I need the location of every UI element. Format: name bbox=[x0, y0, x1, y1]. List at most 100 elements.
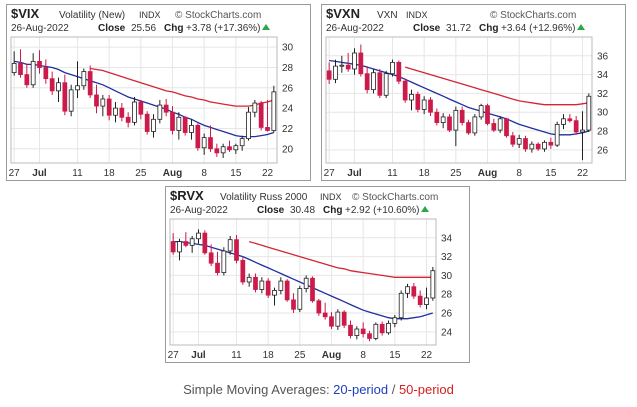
y-tick-label: 34 bbox=[441, 233, 453, 244]
candle-body bbox=[542, 141, 547, 150]
x-tick-label: Aug bbox=[322, 350, 341, 361]
y-tick-label: 28 bbox=[597, 127, 609, 138]
chart-exchange: INDX bbox=[139, 10, 161, 20]
close-label: Close bbox=[413, 23, 441, 34]
candle-body bbox=[472, 116, 478, 134]
candle-body bbox=[523, 138, 528, 150]
y-tick-label: 32 bbox=[441, 252, 453, 263]
close-label: Close bbox=[98, 23, 126, 34]
candle-body bbox=[548, 141, 554, 146]
vxn-chart: $VXN VXN INDX © StockCharts.com 26-Aug-2… bbox=[324, 6, 609, 179]
sma-legend-prefix: Simple Moving Averages: bbox=[183, 382, 334, 397]
candle-body bbox=[258, 102, 264, 128]
candle-body bbox=[561, 118, 566, 125]
candle-body bbox=[567, 118, 573, 122]
chg-value: +3.64 (+12.96%) bbox=[501, 23, 576, 34]
candle-body bbox=[177, 241, 182, 253]
plot-frame bbox=[325, 36, 593, 164]
chart-name: Volatility Russ 2000 bbox=[220, 192, 308, 203]
chart-name: VXN bbox=[377, 10, 398, 21]
y-tick-label: 24 bbox=[441, 327, 453, 338]
candle-body bbox=[316, 300, 322, 314]
candle-body bbox=[278, 280, 284, 291]
candle-body bbox=[310, 277, 315, 302]
sma50-legend-label: 50-period bbox=[398, 382, 454, 397]
candle-body bbox=[214, 148, 220, 154]
chart-source: © StockCharts.com bbox=[490, 10, 576, 21]
candle-body bbox=[215, 262, 220, 273]
candle-body bbox=[68, 89, 74, 112]
candle-body bbox=[434, 111, 440, 123]
chg-value: +3.78 (+17.36%) bbox=[186, 23, 261, 34]
close-value: 25.56 bbox=[131, 23, 156, 34]
candle-body bbox=[151, 118, 156, 132]
y-tick-label: 26 bbox=[441, 309, 453, 320]
candle-body bbox=[144, 113, 150, 132]
y-tick-label: 36 bbox=[597, 51, 609, 62]
close-label: Close bbox=[257, 205, 285, 216]
candle-body bbox=[405, 286, 410, 294]
candle-body bbox=[364, 73, 370, 91]
candle-body bbox=[440, 116, 446, 123]
candle-body bbox=[284, 280, 290, 301]
x-tick-label: 22 bbox=[421, 350, 433, 361]
candle-body bbox=[30, 60, 36, 86]
close-value: 30.48 bbox=[290, 205, 315, 216]
candle-body bbox=[189, 125, 194, 133]
candle-body bbox=[100, 98, 106, 107]
y-tick-label: 24 bbox=[282, 104, 294, 115]
candle-body bbox=[322, 312, 328, 318]
candle-body bbox=[409, 93, 414, 101]
vix-chart: $VIX Volatility (New) INDX © StockCharts… bbox=[9, 6, 294, 179]
candle-body bbox=[415, 93, 421, 110]
candle-body bbox=[18, 63, 23, 75]
x-tick-label: Aug bbox=[478, 168, 497, 179]
candle-body bbox=[424, 297, 429, 305]
chg-value: +2.92 (+10.60%) bbox=[345, 205, 420, 216]
candle-body bbox=[529, 143, 535, 150]
x-tick-label: 25 bbox=[294, 350, 306, 361]
sma50-line bbox=[90, 67, 274, 107]
candle-body bbox=[377, 72, 383, 96]
candle-body bbox=[352, 52, 357, 70]
y-tick-label: 26 bbox=[597, 145, 609, 156]
candle-body bbox=[265, 127, 270, 131]
x-tick-label: 8 bbox=[201, 168, 207, 179]
x-tick-label: 27 bbox=[9, 168, 21, 179]
y-tick-label: 30 bbox=[597, 108, 609, 119]
candle-body bbox=[202, 232, 208, 254]
candle-body bbox=[354, 328, 360, 336]
x-tick-label: 8 bbox=[360, 350, 366, 361]
candle-body bbox=[398, 292, 404, 319]
candle-body bbox=[459, 109, 465, 123]
candle-body bbox=[383, 73, 389, 96]
candle-body bbox=[554, 124, 560, 146]
candle-body bbox=[510, 135, 516, 145]
x-tick-label: Aug bbox=[163, 168, 182, 179]
y-tick-label: 30 bbox=[441, 271, 453, 282]
candle-body bbox=[208, 137, 213, 150]
candle-body bbox=[402, 80, 408, 101]
candle-body bbox=[259, 280, 265, 290]
candle-body bbox=[220, 146, 226, 154]
candle-body bbox=[37, 60, 42, 68]
y-tick-label: 30 bbox=[282, 43, 294, 54]
candle-body bbox=[106, 98, 112, 116]
candle-body bbox=[348, 324, 353, 336]
candle-body bbox=[119, 107, 125, 118]
candle-body bbox=[62, 82, 68, 112]
candle-body bbox=[580, 129, 585, 133]
candle-body bbox=[371, 72, 376, 91]
x-tick-label: 27 bbox=[168, 350, 180, 361]
candle-body bbox=[291, 299, 296, 310]
chart-symbol: $VIX bbox=[11, 6, 40, 21]
candle-body bbox=[132, 101, 137, 123]
y-tick-label: 20 bbox=[282, 144, 294, 155]
y-tick-label: 32 bbox=[597, 89, 609, 100]
candle-body bbox=[233, 145, 239, 151]
y-tick-label: 28 bbox=[441, 290, 453, 301]
y-tick-label: 22 bbox=[282, 124, 294, 135]
candle-body bbox=[504, 118, 509, 137]
candle-body bbox=[535, 143, 541, 150]
candle-body bbox=[113, 107, 118, 116]
